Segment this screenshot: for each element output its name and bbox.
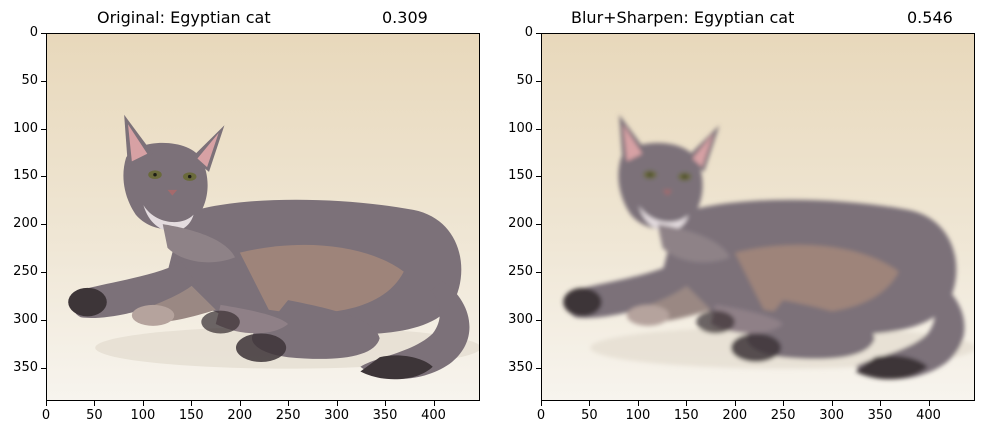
y-tick-mark [536, 224, 541, 226]
x-tick-label: 300 [324, 408, 350, 423]
y-tick-label: 300 [508, 311, 533, 327]
cat-photo [47, 34, 479, 400]
y-tick-label: 300 [13, 311, 38, 327]
panel-original: Original: Egyptian cat 0.309 0 50 100 150 20… [0, 0, 494, 437]
x-tick-label: 50 [581, 408, 598, 423]
y-tick-mark [41, 33, 46, 34]
x-tick-mark [589, 401, 591, 406]
y-tick-mark [536, 176, 541, 178]
y-tick-label: 250 [508, 263, 533, 279]
y-tick-mark [41, 367, 46, 369]
y-tick-mark [536, 271, 541, 273]
y-tick-mark [41, 80, 46, 82]
panel-score: 0.546 [907, 8, 953, 27]
x-tick-label: 0 [536, 408, 546, 423]
y-tick-label: 0 [29, 25, 38, 40]
y-tick-mark [536, 319, 541, 321]
x-tick-label: 400 [916, 408, 941, 423]
x-tick-label: 350 [867, 408, 893, 423]
image-axes [541, 33, 975, 401]
y-tick-label: 350 [13, 359, 38, 375]
x-tick-mark [336, 401, 338, 406]
y-tick-mark [536, 128, 541, 130]
x-tick-label: 100 [625, 408, 651, 423]
x-tick-mark [288, 401, 290, 406]
cat-photo [542, 34, 974, 400]
y-tick-mark [536, 33, 541, 34]
x-tick-mark [385, 401, 387, 406]
x-tick-mark [783, 401, 785, 406]
x-tick-mark [94, 401, 96, 406]
x-tick-label: 350 [372, 408, 398, 423]
x-tick-mark [686, 401, 688, 406]
panel-title: Blur+Sharpen: Egyptian cat [571, 8, 795, 27]
y-tick-mark [41, 319, 46, 321]
y-tick-label: 150 [13, 168, 38, 184]
x-tick-mark [734, 401, 736, 406]
image-axes [46, 33, 480, 401]
y-tick-label: 0 [524, 25, 533, 40]
x-tick-mark [637, 401, 639, 406]
x-tick-mark [928, 401, 930, 406]
x-tick-mark [191, 401, 193, 406]
y-tick-label: 100 [13, 120, 38, 136]
x-tick-label: 250 [770, 408, 796, 423]
x-tick-mark [142, 401, 144, 406]
panel-title: Original: Egyptian cat [97, 8, 271, 27]
y-tick-label: 100 [508, 120, 533, 136]
x-tick-mark [433, 401, 435, 406]
y-tick-label: 50 [516, 72, 533, 88]
x-tick-mark [541, 401, 542, 406]
panel-blur-sharpen: Blur+Sharpen: Egyptian cat 0.546 0 50 100 1… [495, 0, 989, 437]
y-tick-label: 150 [508, 168, 533, 184]
y-tick-label: 200 [13, 216, 38, 232]
y-tick-mark [536, 367, 541, 369]
x-tick-mark [46, 401, 47, 406]
x-tick-label: 0 [41, 408, 51, 423]
x-tick-label: 200 [227, 408, 253, 423]
x-tick-label: 150 [673, 408, 699, 423]
y-tick-mark [536, 80, 541, 82]
x-tick-label: 250 [275, 408, 301, 423]
x-tick-label: 50 [86, 408, 103, 423]
x-tick-mark [880, 401, 882, 406]
x-tick-label: 200 [722, 408, 748, 423]
y-tick-label: 50 [21, 72, 38, 88]
y-tick-mark [41, 271, 46, 273]
x-tick-label: 150 [178, 408, 204, 423]
y-tick-label: 200 [508, 216, 533, 232]
y-tick-mark [41, 176, 46, 178]
x-tick-label: 300 [819, 408, 845, 423]
x-tick-mark [831, 401, 833, 406]
y-tick-label: 250 [13, 263, 38, 279]
x-tick-label: 400 [421, 408, 446, 423]
panel-score: 0.309 [382, 8, 428, 27]
x-tick-mark [239, 401, 241, 406]
y-tick-label: 350 [508, 359, 533, 375]
y-tick-mark [41, 224, 46, 226]
y-tick-mark [41, 128, 46, 130]
x-tick-label: 100 [130, 408, 156, 423]
